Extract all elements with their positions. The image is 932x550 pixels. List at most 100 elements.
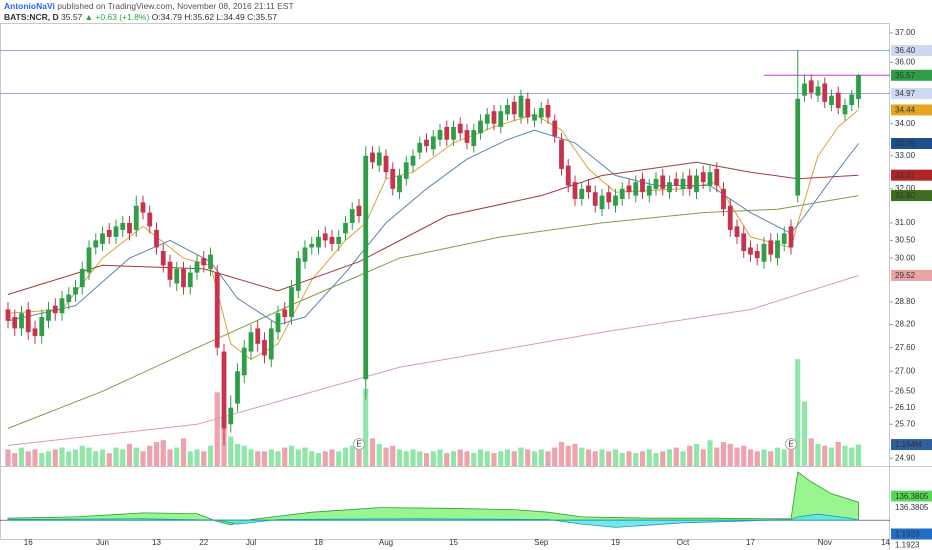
volume-bar (511, 451, 517, 466)
volume-bar (18, 447, 25, 466)
volume-bar (45, 451, 52, 466)
candle-body (721, 188, 726, 210)
volume-bar (336, 451, 342, 466)
candle-body (235, 371, 240, 404)
candle-body (619, 188, 625, 199)
candle-body (79, 268, 85, 288)
candle-body (538, 108, 544, 118)
candle-body (336, 236, 342, 244)
volume-bar (504, 449, 511, 466)
candle-body (646, 185, 652, 196)
event-label: E (356, 440, 361, 449)
candle-body (505, 104, 510, 115)
candle-body (187, 272, 193, 288)
volume-bar (201, 451, 207, 466)
candle-body (707, 172, 713, 186)
volume-bar (52, 449, 58, 466)
candle-body (39, 316, 45, 337)
candle-body (397, 175, 402, 193)
candle-body (552, 120, 558, 137)
candle-body (775, 240, 780, 259)
volume-bar (153, 442, 160, 466)
candle-body (100, 233, 105, 244)
candle-body (106, 229, 112, 237)
candle-body (565, 165, 571, 186)
moving-average-label: 32.41 (895, 171, 916, 180)
y-tick-label: 30.00 (895, 253, 916, 262)
volume-bar (275, 451, 281, 466)
candle-body (633, 182, 639, 196)
volume-bar (180, 438, 187, 466)
indicator-area (7, 513, 859, 528)
volume-bar (410, 449, 416, 466)
last-price-label-bg (891, 69, 932, 81)
candle-body (430, 136, 436, 150)
x-tick-label: 13 (152, 538, 161, 547)
volume-bar (356, 442, 362, 466)
volume-bar (133, 447, 139, 466)
candle-body (815, 86, 821, 96)
volume-bar (403, 451, 409, 466)
candle-body (741, 233, 747, 252)
ohlc: O:34.79 H:35.62 L:34.49 C:35.57 (152, 12, 278, 22)
x-tick-label: 16 (24, 538, 33, 547)
volume-bar (437, 449, 443, 466)
volume-bar (39, 453, 45, 466)
moving-average-label: 34.44 (895, 106, 916, 115)
candle-body (694, 175, 699, 193)
candle-body (410, 155, 416, 166)
volume-bar (518, 447, 524, 466)
moving-average-label-bg (891, 104, 932, 116)
volume-bar (322, 451, 328, 466)
candle-body (700, 172, 706, 183)
volume-bar (720, 442, 727, 466)
author[interactable]: AntonioNaVi (4, 1, 55, 11)
header-line-1: AntonioNaVi published on TradingView.com… (4, 1, 294, 11)
volume-bar (639, 451, 646, 466)
candle-body (687, 175, 693, 189)
volume-bar (774, 447, 781, 466)
candle-body (673, 178, 679, 186)
candle-body (282, 309, 288, 317)
moving-average-label-bg (891, 138, 932, 150)
volume-bar (484, 451, 490, 466)
volume-bar (248, 449, 254, 466)
candle-body (19, 313, 24, 329)
candle-body (734, 226, 740, 237)
candle-body (356, 205, 362, 217)
volume-bar (842, 445, 848, 466)
volume-bar (761, 449, 767, 466)
candle-body (640, 178, 645, 193)
event-marker (353, 438, 365, 450)
candle-body (86, 247, 92, 273)
candle-body (174, 268, 180, 284)
candle-body (559, 139, 564, 169)
moving-average (7, 275, 859, 446)
candle-body (46, 309, 51, 321)
candle-body (275, 313, 281, 333)
indicator-label-bg (891, 539, 932, 550)
y-tick-label: 30.50 (895, 236, 916, 245)
volume-bar (126, 443, 133, 466)
volume-bar (450, 451, 457, 466)
candle-body (93, 240, 99, 248)
candle-body (781, 233, 787, 244)
volume-bar (815, 443, 821, 466)
candle-body (181, 268, 186, 288)
volume-bar (106, 453, 112, 466)
y-tick-label: 24.90 (895, 453, 916, 462)
volume-bar (822, 445, 828, 466)
volume-bar (599, 449, 605, 466)
volume-bar (558, 442, 565, 466)
header-line-2: BATS:NCR, D 35.57 ▲ +0.63 (+1.8%) O:34.7… (4, 12, 277, 22)
volume-bar (194, 449, 200, 466)
x-tick-label: Oct (677, 538, 690, 547)
volume-bar (444, 453, 450, 466)
x-tick-label: Jun (96, 538, 109, 547)
volume-bar (768, 451, 774, 466)
price: 35.57 (61, 12, 83, 22)
indicator-label: 136.3805 (895, 503, 929, 512)
volume-bar (498, 451, 504, 466)
moving-average-label-bg (891, 269, 932, 281)
change: ▲ +0.63 (+1.8%) (85, 12, 150, 22)
